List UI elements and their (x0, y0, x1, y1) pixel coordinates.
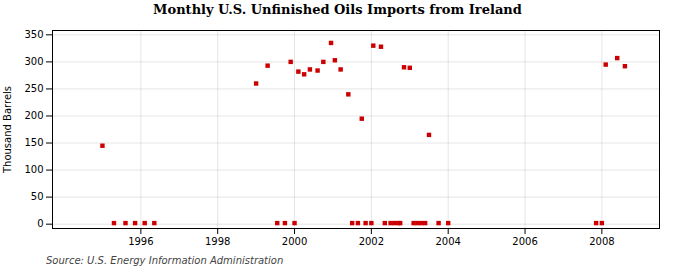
svg-text:100: 100 (24, 164, 43, 175)
svg-text:150: 150 (24, 137, 43, 148)
svg-text:250: 250 (24, 83, 43, 94)
html-text:Source: U.S. Energy Informatio: Source: U.S. Energy Information Administ… (46, 255, 284, 266)
svg-text:2006: 2006 (512, 236, 537, 247)
svg-text:0: 0 (37, 218, 43, 229)
svg-text:1996: 1996 (128, 236, 153, 247)
svg-text:1998: 1998 (205, 236, 230, 247)
svg-text:50: 50 (31, 191, 44, 202)
svg-text:2008: 2008 (589, 236, 614, 247)
svg-text:350: 350 (24, 29, 43, 40)
svg-text:200: 200 (24, 110, 43, 121)
svg-text:2000: 2000 (282, 236, 307, 247)
svg-text:300: 300 (24, 56, 43, 67)
svg-text:Thousand Barrels: Thousand Barrels (2, 86, 13, 174)
svg-text:2002: 2002 (359, 236, 384, 247)
svg-text:2004: 2004 (435, 236, 460, 247)
html-text:Monthly U.S. Unfinished Oils I: Monthly U.S. Unfinished Oils Imports fro… (153, 2, 522, 17)
